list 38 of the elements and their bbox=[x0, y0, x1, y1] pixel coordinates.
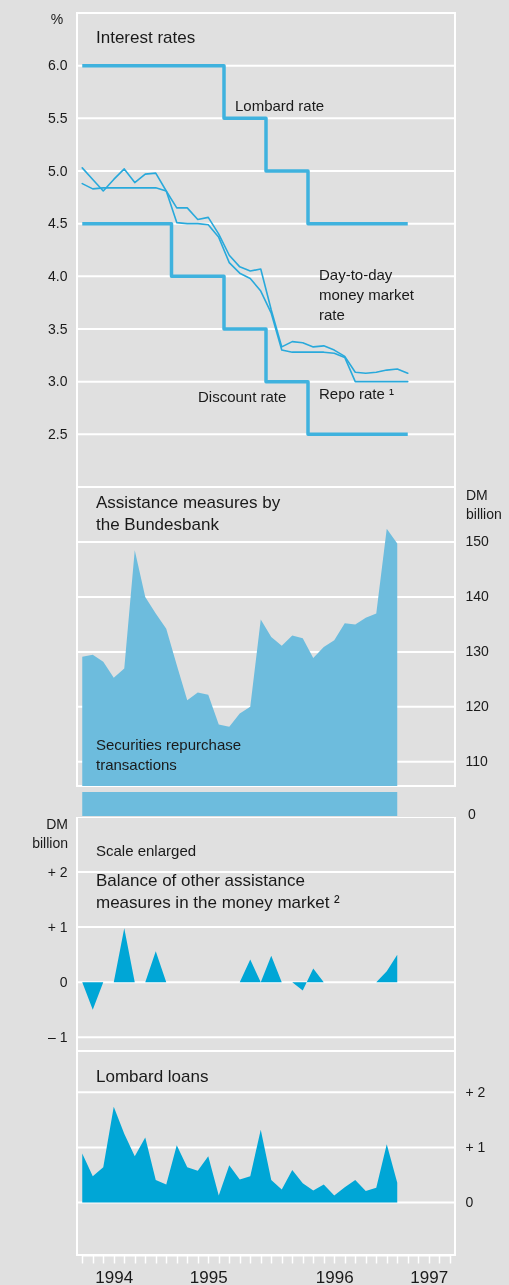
y-axis-title: DM billion bbox=[32, 816, 68, 851]
x-tick-label: 1995 bbox=[189, 1267, 228, 1285]
y-tick-label: 3.5 bbox=[48, 320, 68, 337]
series-label: Discount rate bbox=[198, 388, 287, 405]
y2-tick-label: 130 bbox=[465, 643, 490, 660]
y-tick-label: 2.5 bbox=[48, 425, 68, 442]
y2-tick-label: 150 bbox=[465, 533, 490, 550]
x-tick-label: 1996 bbox=[315, 1267, 354, 1285]
y-tick-label: 4.0 bbox=[48, 267, 68, 284]
x-tick-label: 1994 bbox=[95, 1267, 134, 1285]
y-tick-label: 4.5 bbox=[48, 215, 68, 232]
text: Assistance measures by the Bundesbank bbox=[96, 493, 281, 534]
y2-axis-title: DM billion bbox=[466, 487, 502, 522]
y2-tick-label: + 1 bbox=[465, 1138, 486, 1155]
y-tick-label: 0 bbox=[59, 973, 68, 990]
series-label: Securities repurchase transactions bbox=[96, 736, 242, 773]
text: Lombard loans bbox=[96, 1067, 209, 1086]
text: Interest rates bbox=[96, 28, 196, 47]
y-axis-title: % bbox=[50, 11, 64, 27]
y-tick-label: 5.5 bbox=[48, 109, 68, 126]
y2-tick-label: 140 bbox=[465, 588, 490, 605]
y-tick-label: 6.0 bbox=[48, 57, 68, 74]
y-tick-label: – 1 bbox=[48, 1028, 68, 1045]
y2-tick-label: 120 bbox=[465, 698, 490, 715]
y-tick-label: + 2 bbox=[47, 863, 68, 880]
x-tick-label: 1997 bbox=[410, 1267, 449, 1285]
y2-tick-label: + 2 bbox=[465, 1083, 486, 1100]
y2-tick-label: 0 bbox=[465, 1194, 474, 1211]
text: 0 bbox=[468, 806, 476, 822]
series-label: Day-to-day money market rate bbox=[319, 266, 415, 323]
text: Balance of other assistance measures in the money market ² bbox=[96, 871, 341, 912]
series-label: Repo rate ¹ bbox=[319, 385, 395, 402]
y-tick-label: 5.0 bbox=[48, 162, 68, 179]
y-tick-label: + 1 bbox=[47, 918, 68, 935]
y-tick-label: 3.0 bbox=[48, 373, 68, 390]
annotation: Scale enlarged bbox=[96, 842, 197, 859]
series-label: Lombard rate bbox=[235, 97, 325, 114]
y2-tick-label: 110 bbox=[465, 753, 489, 770]
